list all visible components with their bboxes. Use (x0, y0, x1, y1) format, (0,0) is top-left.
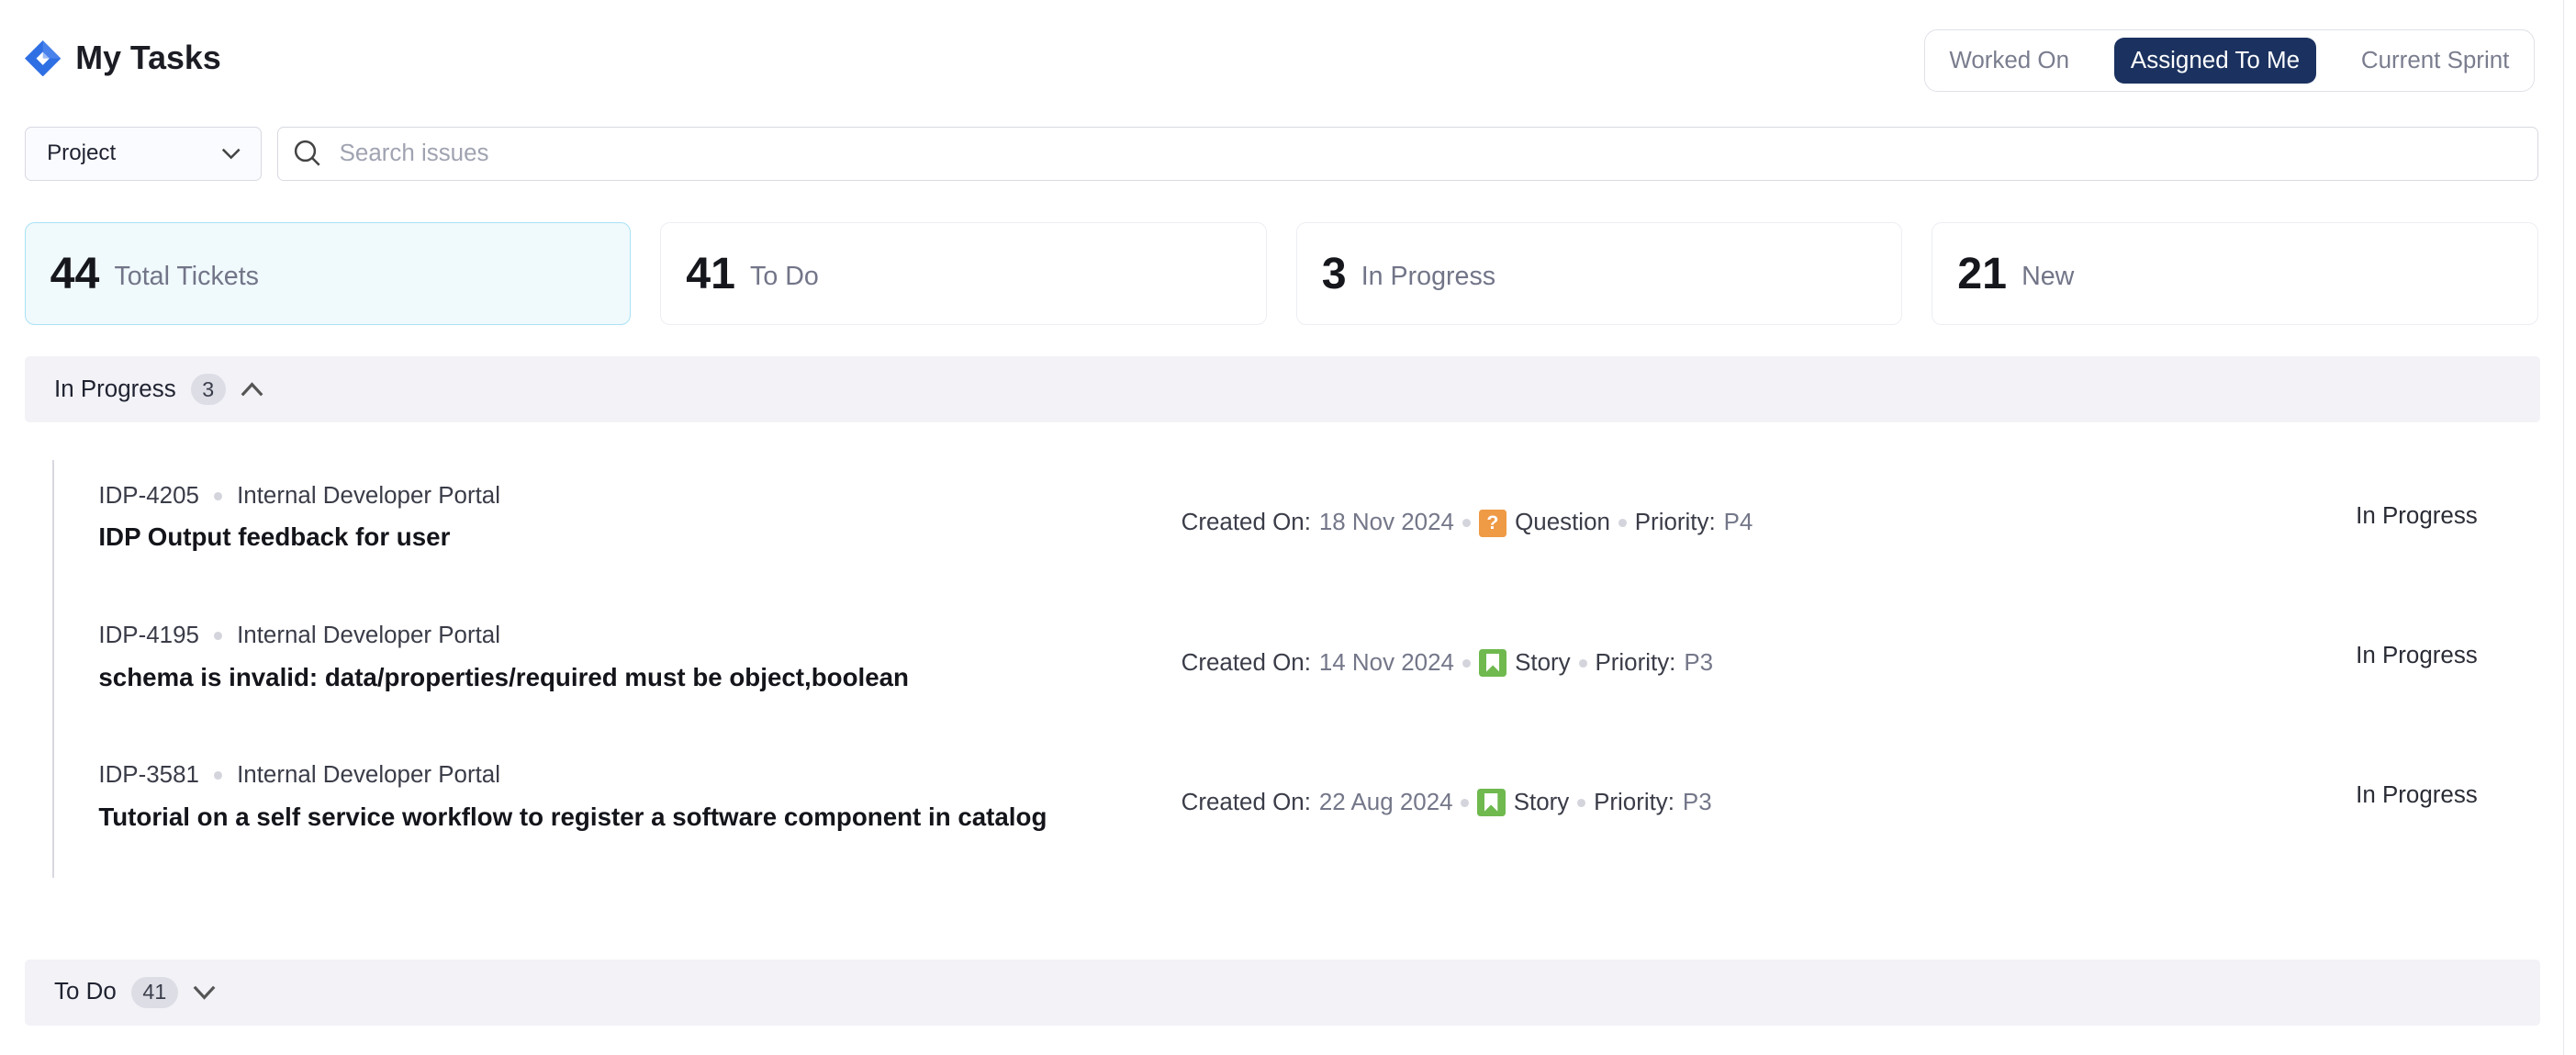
issue-row[interactable]: IDP-3581 Internal Developer Portal Tutori… (98, 762, 2497, 860)
chevron-down-icon (221, 148, 241, 160)
stat-card-in-progress[interactable]: 3 In Progress (1295, 221, 1903, 326)
scrollbar-track[interactable] (2562, 0, 2565, 1055)
issue-type: Story (1513, 789, 1570, 815)
story-bookmark-icon (1478, 648, 1507, 678)
issue-project: Internal Developer Portal (237, 623, 500, 649)
issue-title[interactable]: IDP Output feedback for user (98, 522, 451, 552)
created-label: Created On: (1181, 649, 1311, 676)
chevron-down-icon (193, 985, 216, 1000)
project-select[interactable]: Project (24, 126, 262, 181)
issue-key[interactable]: IDP-4205 (98, 483, 199, 510)
jira-diamond-icon (24, 39, 62, 77)
issue-key[interactable]: IDP-4195 (98, 623, 199, 649)
stat-value: 44 (50, 248, 100, 298)
issue-title[interactable]: schema is invalid: data/properties/requi… (98, 662, 909, 691)
priority-label: Priority: (1594, 789, 1674, 815)
issue-meta: Created On: 22 Aug 2024 Story Priority: P3 (1181, 788, 1712, 817)
separator-dot (214, 492, 222, 501)
separator-dot (1618, 519, 1627, 528)
created-label: Created On: (1181, 789, 1311, 815)
separator-dot (1577, 798, 1586, 807)
issue-project: Internal Developer Portal (237, 483, 500, 510)
separator-dot (214, 771, 222, 780)
section-count-badge: 41 (130, 976, 178, 1008)
page-header: My Tasks (24, 39, 221, 77)
section-title: To Do (54, 979, 117, 1005)
priority-value: P4 (1723, 510, 1753, 536)
issue-project: Internal Developer Portal (237, 762, 500, 789)
issue-row[interactable]: IDP-4205 Internal Developer Portal IDP Ou… (98, 483, 2497, 581)
priority-label: Priority: (1595, 649, 1676, 676)
tab-assigned-to-me[interactable]: Assigned To Me (2114, 37, 2316, 84)
chevron-up-icon (241, 382, 263, 397)
stat-value: 21 (1957, 248, 2007, 298)
separator-dot (1462, 519, 1471, 528)
stat-label: New (2022, 262, 2075, 292)
view-toggle: Worked On Assigned To Me Current Sprint (1923, 29, 2536, 93)
priority-value: P3 (1682, 789, 1712, 815)
created-label: Created On: (1181, 510, 1311, 536)
issue-row[interactable]: IDP-4195 Internal Developer Portal schema… (98, 623, 2497, 721)
project-select-label: Project (47, 140, 117, 166)
priority-value: P3 (1684, 649, 1714, 676)
issue-title[interactable]: Tutorial on a self service workflow to r… (98, 802, 1047, 831)
issue-meta: Created On: 18 Nov 2024 ? Question Priorit… (1181, 509, 1753, 538)
list-divider (52, 460, 55, 878)
created-date: 18 Nov 2024 (1318, 510, 1454, 536)
separator-dot (1462, 658, 1471, 668)
issue-type: Story (1515, 649, 1571, 676)
separator-dot (1578, 658, 1587, 668)
section-count-badge: 3 (190, 374, 226, 406)
stat-label: To Do (750, 262, 819, 292)
search-icon (294, 140, 320, 166)
issue-key[interactable]: IDP-3581 (98, 762, 199, 789)
issue-status: In Progress (2356, 502, 2478, 529)
page-title: My Tasks (75, 39, 221, 76)
issue-status: In Progress (2356, 642, 2478, 668)
stat-value: 3 (1321, 248, 1347, 298)
separator-dot (1461, 798, 1470, 807)
story-bookmark-icon (1477, 788, 1506, 817)
question-icon: ? (1478, 509, 1507, 538)
priority-label: Priority: (1634, 510, 1716, 536)
issue-status: In Progress (2356, 781, 2478, 808)
section-header-to-do[interactable]: To Do 41 (24, 960, 2540, 1026)
separator-dot (214, 632, 222, 641)
stat-card-to-do[interactable]: 41 To Do (660, 221, 1267, 326)
stat-label: In Progress (1361, 262, 1496, 292)
search-input[interactable] (336, 139, 2523, 169)
tab-current-sprint[interactable]: Current Sprint (2360, 47, 2510, 73)
issue-type: Question (1515, 510, 1610, 536)
search-box (277, 126, 2538, 181)
stat-card-total-tickets[interactable]: 44 Total Tickets (24, 221, 632, 326)
issue-meta: Created On: 14 Nov 2024 Story Priority: P3 (1181, 648, 1714, 678)
stat-label: Total Tickets (114, 262, 259, 292)
section-title: In Progress (54, 376, 176, 402)
stat-card-new[interactable]: 21 New (1932, 221, 2538, 326)
section-header-in-progress[interactable]: In Progress 3 (24, 356, 2540, 422)
created-date: 22 Aug 2024 (1318, 789, 1453, 815)
stat-value: 41 (686, 248, 735, 298)
created-date: 14 Nov 2024 (1318, 649, 1454, 676)
tab-worked-on[interactable]: Worked On (1949, 47, 2070, 73)
